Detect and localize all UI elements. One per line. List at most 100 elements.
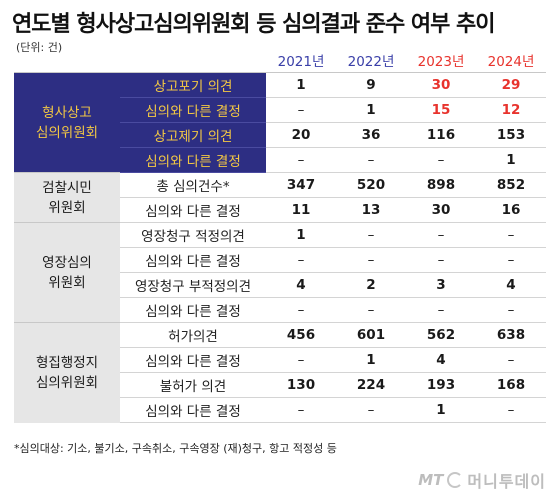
swirl-icon xyxy=(447,472,464,488)
cell-value: – xyxy=(336,397,406,423)
cell-value: 852 xyxy=(476,172,546,198)
cell-value: 20 xyxy=(266,122,336,148)
cell-value: 1 xyxy=(266,72,336,98)
row-item-label: 심의와 다른 결정 xyxy=(120,147,266,173)
cell-value: – xyxy=(476,397,546,423)
year-header: 2021년 xyxy=(277,54,325,70)
cell-value: 638 xyxy=(476,322,546,348)
cell-value: 36 xyxy=(336,122,406,148)
table-row: 심의와 다른 결정 – –1– xyxy=(14,397,546,423)
logo-name: 머니투데이 xyxy=(467,472,546,491)
cell-value: 520 xyxy=(336,172,406,198)
cell-value: 153 xyxy=(476,122,546,148)
page-title: 연도별 형사상고심의위원회 등 심의결과 준수 여부 추이 xyxy=(12,12,495,37)
row-item-label: 영장청구 부적정의견 xyxy=(120,272,266,298)
cell-value: 1 xyxy=(406,397,476,423)
group-label: 검찰시민 위원회 xyxy=(14,172,120,223)
cell-value: – xyxy=(266,97,336,123)
cell-value: – xyxy=(476,297,546,323)
table-row: 형집행정지 심의위원회 허가의견 456 601 562 638 xyxy=(14,322,546,423)
row-item-label: 상고제기 의견 xyxy=(120,122,266,148)
cell-value: 562 xyxy=(406,322,476,348)
table-row: 심의와 다른 결정 –1 4– xyxy=(14,347,546,373)
table-row: 심의와 다른 결정 –1 15 12 xyxy=(14,97,546,123)
table-row: 형사상고 심의위원회 상고포기 의견 1 9 30 29 xyxy=(14,72,546,173)
cell-value: 30 xyxy=(406,72,476,98)
cell-value: 193 xyxy=(406,372,476,398)
cell-value: 1 xyxy=(336,97,406,123)
row-item-label: 심의와 다른 결정 xyxy=(120,347,266,373)
cell-value: – xyxy=(266,247,336,273)
cell-value: – xyxy=(476,222,546,248)
year-header: 2023년 xyxy=(417,54,465,70)
group-label: 형사상고 심의위원회 xyxy=(14,72,120,173)
cell-value: 16 xyxy=(476,197,546,223)
table-row: 검찰시민 위원회 총 심의건수* 347 520 898 852 xyxy=(14,172,546,223)
cell-value: – xyxy=(336,147,406,173)
cell-value: – xyxy=(266,397,336,423)
cell-value: – xyxy=(406,222,476,248)
row-item-label: 심의와 다른 결정 xyxy=(120,197,266,223)
cell-value: – xyxy=(266,297,336,323)
table-row: 불허가 의견 130 224 193 168 xyxy=(14,372,546,398)
cell-value: 3 xyxy=(406,272,476,298)
cell-value: 456 xyxy=(266,322,336,348)
cell-value: 168 xyxy=(476,372,546,398)
row-item-label: 불허가 의견 xyxy=(120,372,266,398)
cell-value: – xyxy=(406,147,476,173)
footnote: *심의대상: 기소, 불기소, 구속취소, 구속영장 (재)청구, 항고 적정성… xyxy=(14,442,337,455)
group-label: 형집행정지 심의위원회 xyxy=(14,322,120,423)
cell-value: 4 xyxy=(406,347,476,373)
table-row: 심의와 다른 결정 11 13 30 16 xyxy=(14,197,546,223)
cell-value: 2 xyxy=(336,272,406,298)
cell-value: 1 xyxy=(336,347,406,373)
cell-value: 29 xyxy=(476,72,546,98)
cell-value: 4 xyxy=(476,272,546,298)
cell-value: 347 xyxy=(266,172,336,198)
row-item-label: 심의와 다른 결정 xyxy=(120,247,266,273)
cell-value: – xyxy=(406,247,476,273)
row-item-label: 심의와 다른 결정 xyxy=(120,397,266,423)
cell-value: – xyxy=(336,222,406,248)
cell-value: 1 xyxy=(266,222,336,248)
cell-value: 1 xyxy=(476,147,546,173)
cell-value: 9 xyxy=(336,72,406,98)
year-header: 2024년 xyxy=(487,54,535,70)
group-label: 영장심의 위원회 xyxy=(14,222,120,323)
header-blank xyxy=(120,48,266,73)
year-header: 2022년 xyxy=(347,54,395,70)
data-table: 2021년 2022년 2023년 2024년 형사상고 심의위원회 상고포기 의… xyxy=(14,48,546,423)
cell-value: 30 xyxy=(406,197,476,223)
cell-value: – xyxy=(336,247,406,273)
unit-label: (단위: 건) xyxy=(16,41,63,54)
cell-value: 224 xyxy=(336,372,406,398)
row-item-label: 상고포기 의견 xyxy=(120,72,266,98)
row-item-label: 심의와 다른 결정 xyxy=(120,297,266,323)
cell-value: 11 xyxy=(266,197,336,223)
cell-value: – xyxy=(406,297,476,323)
table-row: 심의와 다른 결정 – – – – xyxy=(14,247,546,273)
cell-value: – xyxy=(476,347,546,373)
cell-value: 116 xyxy=(406,122,476,148)
table-row: 영장청구 부적정의견 4 2 3 4 xyxy=(14,272,546,298)
row-item-label: 영장청구 적정의견 xyxy=(120,222,266,248)
cell-value: – xyxy=(266,347,336,373)
cell-value: – xyxy=(336,297,406,323)
cell-value: 15 xyxy=(406,97,476,123)
cell-value: 601 xyxy=(336,322,406,348)
table-row: 영장심의 위원회 영장청구 적정의견 1– – – xyxy=(14,222,546,323)
table-row: 상고제기 의견 20 36 116 153 xyxy=(14,122,546,148)
cell-value: 130 xyxy=(266,372,336,398)
row-item-label: 심의와 다른 결정 xyxy=(120,97,266,123)
row-item-label: 허가의견 xyxy=(120,322,266,348)
cell-value: 12 xyxy=(476,97,546,123)
cell-value: 13 xyxy=(336,197,406,223)
logo-mark: MT xyxy=(418,471,444,489)
cell-value: – xyxy=(266,147,336,173)
row-item-label: 총 심의건수* xyxy=(120,172,266,198)
logo: MT 머니투데이 xyxy=(418,468,546,492)
cell-value: 898 xyxy=(406,172,476,198)
table-row: 심의와 다른 결정 – – –1 xyxy=(14,147,546,173)
cell-value: 4 xyxy=(266,272,336,298)
header-blank xyxy=(14,48,120,73)
